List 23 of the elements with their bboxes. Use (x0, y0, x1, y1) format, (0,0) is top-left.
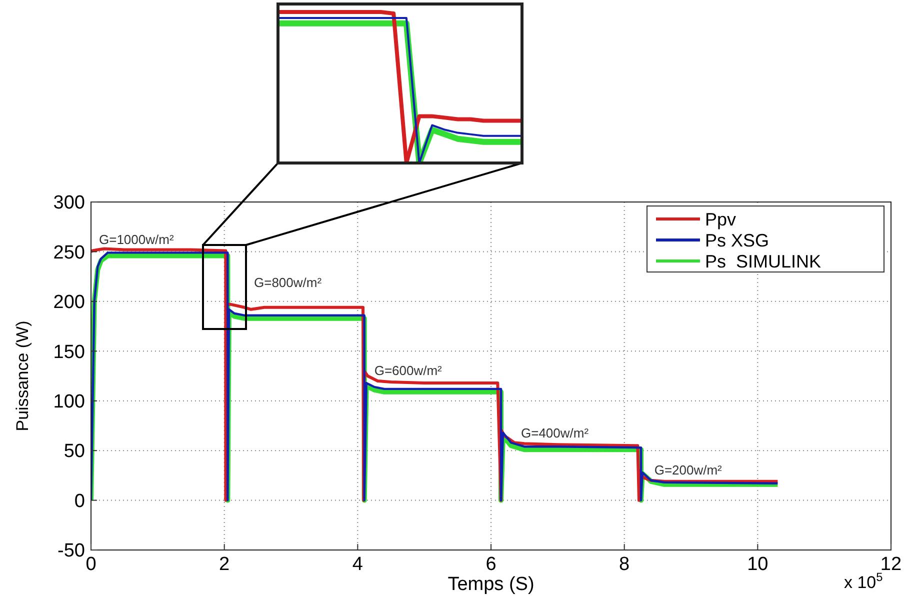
x-tick-label: 4 (352, 554, 364, 575)
annotation: G=1000w/m² (99, 232, 174, 247)
x-tick-label: 10 (747, 554, 768, 575)
annotation: G=800w/m² (254, 275, 322, 290)
y-tick-label: 100 (53, 392, 85, 413)
x-tick-label: 6 (486, 554, 496, 575)
y-tick-label: 300 (53, 192, 85, 214)
y-tick-label: 0 (74, 490, 85, 512)
y-tick-label: 250 (53, 242, 85, 264)
annotation: G=600w/m² (374, 363, 443, 378)
annotation: G=400w/m² (521, 426, 590, 441)
legend-label: Ps XSG (705, 230, 770, 250)
x-tick-label: 2 (219, 554, 230, 575)
annotation: G=200w/m² (654, 462, 723, 478)
x-tick-label: 8 (619, 554, 630, 575)
y-tick-label: 200 (53, 292, 85, 314)
y-tick-label: 50 (64, 441, 85, 462)
y-tick-label: 150 (53, 342, 85, 363)
legend-label: Ppv (705, 209, 736, 230)
y-axis-title: Puissance (W) (13, 320, 32, 432)
y-tick-label: -50 (58, 540, 85, 562)
x-axis-title: Temps (S) (448, 574, 534, 595)
legend-label: Ps SIMULINK (705, 251, 822, 272)
